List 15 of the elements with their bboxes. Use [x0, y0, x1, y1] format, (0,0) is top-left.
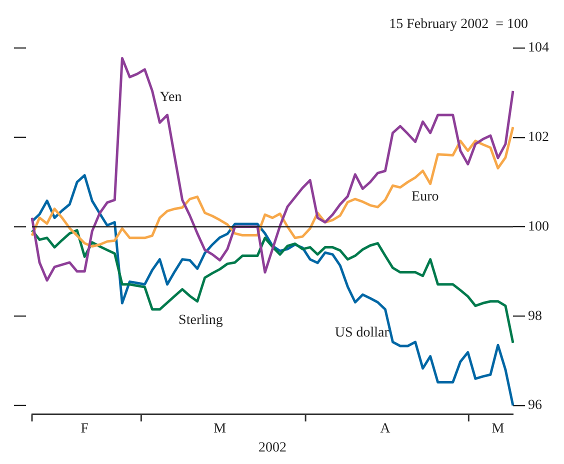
series-label: US dollar	[334, 326, 390, 341]
series-label: Euro	[412, 189, 439, 204]
x-tick-label: M	[492, 421, 505, 436]
series-label: Sterling	[178, 313, 223, 328]
x-axis-title: 2002	[258, 440, 286, 456]
x-tick-label: A	[380, 421, 392, 436]
text: 15 February 2002 = 100	[389, 17, 528, 32]
y-tick-label: 100	[528, 219, 549, 234]
y-tick-label: 104	[528, 40, 549, 56]
y-tick-label: 102	[528, 130, 549, 146]
x-tick-label: M	[214, 421, 227, 436]
series-label: Yen	[160, 90, 182, 105]
x-tick-label: F	[80, 421, 89, 436]
y-tick-label: 98	[528, 308, 542, 324]
y-tick-label: 96	[528, 398, 542, 414]
